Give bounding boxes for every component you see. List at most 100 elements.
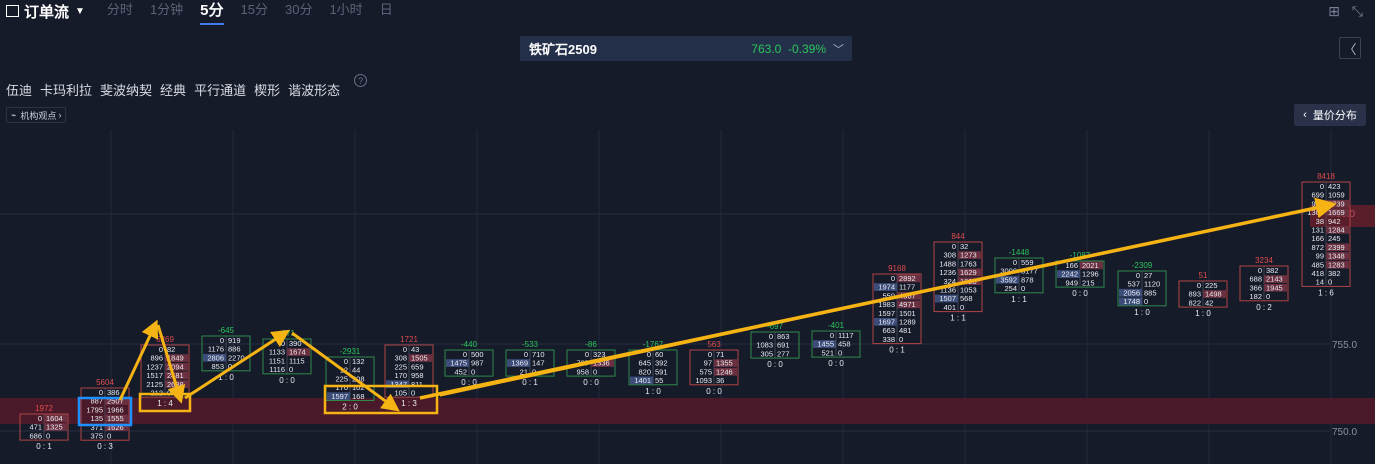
bid-volume: 1237 xyxy=(146,362,163,371)
ask-volume: 1120 xyxy=(1144,280,1160,289)
symbol-price: 763.0 xyxy=(751,41,782,56)
ask-volume: 277 xyxy=(777,349,790,358)
ask-volume: 0 xyxy=(532,367,536,376)
ask-volume: 0 xyxy=(411,389,415,398)
imbalance-cell xyxy=(1203,290,1226,298)
ask-volume: 0 xyxy=(107,432,111,441)
bar-delta-label: 5604 xyxy=(96,378,114,387)
ask-volume: 591 xyxy=(655,367,668,376)
bid-volume: 182 xyxy=(1249,292,1262,301)
bid-volume: 1401 xyxy=(634,376,651,385)
bid-volume: 893 xyxy=(1188,290,1201,299)
symbol-selector[interactable]: 铁矿石2509 763.0 -0.39% ﹀ xyxy=(520,36,852,61)
bid-volume: 0 xyxy=(1136,271,1140,280)
bar-delta-label: 8418 xyxy=(1317,172,1335,181)
imbalance-cell xyxy=(1326,252,1349,260)
ask-volume: 919 xyxy=(228,336,241,345)
tab-timeframe[interactable]: 分时 xyxy=(106,2,133,17)
ask-volume: 0 xyxy=(1021,284,1025,293)
ask-volume: 423 xyxy=(1328,182,1341,191)
ask-volume: 168 xyxy=(352,392,365,401)
tool-item[interactable]: 斐波纳契 xyxy=(100,83,153,98)
ask-volume: 942 xyxy=(1328,217,1341,226)
collapse-icon[interactable]: ⤡ xyxy=(1351,3,1363,19)
highlight-box-yellow xyxy=(138,392,192,413)
ask-volume: 1626 xyxy=(107,423,124,432)
bar-delta-label: -401 xyxy=(828,321,845,330)
help-icon[interactable]: ? xyxy=(354,74,368,87)
imbalance-cell xyxy=(1080,261,1103,270)
tab-timeframe[interactable]: 1小时 xyxy=(329,2,363,17)
imbalance-cell xyxy=(105,414,128,423)
tab-timeframe[interactable]: 日 xyxy=(379,2,393,17)
back-button[interactable]: 〈 xyxy=(1339,37,1361,59)
bid-volume: 0 xyxy=(99,388,103,397)
bid-volume: 225 xyxy=(335,374,348,383)
ask-volume: 1629 xyxy=(960,268,977,277)
symbol-change: -0.39% xyxy=(787,41,826,56)
ask-volume: 60 xyxy=(655,350,663,359)
ask-volume: 0 xyxy=(960,303,964,312)
bar-delta-label: 9168 xyxy=(888,264,906,273)
bid-volume: 0 xyxy=(524,350,528,359)
bar-delta-label: -1767 xyxy=(643,340,664,349)
y-tick-label: 755.0 xyxy=(1332,340,1357,351)
bar-ratio-label: 1 : 6 xyxy=(1318,288,1334,297)
tool-item[interactable]: 楔形 xyxy=(254,83,281,98)
ask-volume: 43 xyxy=(411,345,419,354)
imbalance-cell xyxy=(591,359,614,367)
ask-volume: 2270 xyxy=(228,353,245,362)
ask-volume: 71 xyxy=(716,350,724,359)
volume-profile-button[interactable]: ‹ 量价分布 xyxy=(1294,104,1366,126)
bid-volume: 1517 xyxy=(146,371,163,380)
bid-volume: 170 xyxy=(394,371,407,380)
bid-volume: 135 xyxy=(90,414,103,423)
ask-volume: 691 xyxy=(777,341,790,350)
tab-timeframe[interactable]: 1分钟 xyxy=(149,2,184,17)
bid-volume: 0 xyxy=(159,345,163,354)
tab-timeframe[interactable]: 5分 xyxy=(200,0,224,25)
imbalance-cell xyxy=(897,274,920,283)
tool-item[interactable]: 伍迪 xyxy=(6,83,33,98)
imbalance-cell xyxy=(874,283,897,291)
ask-volume: 886 xyxy=(228,345,241,354)
tool-item[interactable]: 谐波形态 xyxy=(288,83,341,98)
ask-volume: 42 xyxy=(1205,298,1213,307)
imbalance-cell xyxy=(630,376,653,385)
bar-delta-label: -86 xyxy=(585,340,597,349)
tool-item[interactable]: 经典 xyxy=(160,83,187,98)
grid-layout-icon[interactable]: ⊞ xyxy=(1328,3,1340,19)
ask-volume: 1117 xyxy=(838,331,854,340)
tab-timeframe[interactable]: 15分 xyxy=(240,2,268,17)
bid-volume: 166 xyxy=(1065,261,1078,270)
bid-volume: 0 xyxy=(1320,182,1324,191)
bid-volume: 2125 xyxy=(146,380,163,389)
bid-volume: 896 xyxy=(150,354,163,363)
highlight-box-yellow xyxy=(323,384,439,415)
bid-volume: 1455 xyxy=(817,340,834,349)
tool-item[interactable]: 平行通道 xyxy=(194,83,247,98)
bid-volume: 3000 xyxy=(1000,267,1017,276)
institution-button[interactable]: ⌁ 机构观点 › xyxy=(6,107,67,123)
bid-volume: 1133 xyxy=(269,348,285,357)
bid-volume: 1347 xyxy=(390,380,407,389)
ask-volume: 1296 xyxy=(1082,270,1099,279)
ask-volume: 0 xyxy=(899,335,903,344)
ask-volume: 559 xyxy=(1021,258,1034,267)
price-zone-band xyxy=(0,398,1375,424)
bar-ratio-label: 1 : 0 xyxy=(1134,308,1150,317)
imbalance-cell xyxy=(44,423,67,431)
ask-volume: 2094 xyxy=(167,362,184,371)
bid-volume: 308 xyxy=(943,251,956,260)
ask-volume: 245 xyxy=(1328,234,1341,243)
ask-volume: 568 xyxy=(960,294,973,303)
tool-item[interactable]: 卡玛利拉 xyxy=(40,83,93,98)
bar-delta-label: 6269 xyxy=(156,335,174,344)
orderflow-menu[interactable]: 订单流 ▼ xyxy=(6,1,85,22)
imbalance-cell xyxy=(1264,275,1287,283)
ask-volume: 147 xyxy=(532,359,545,368)
tab-timeframe[interactable]: 30分 xyxy=(284,2,313,17)
ask-volume: 811 xyxy=(411,380,423,389)
ask-volume: 1674 xyxy=(289,348,306,357)
